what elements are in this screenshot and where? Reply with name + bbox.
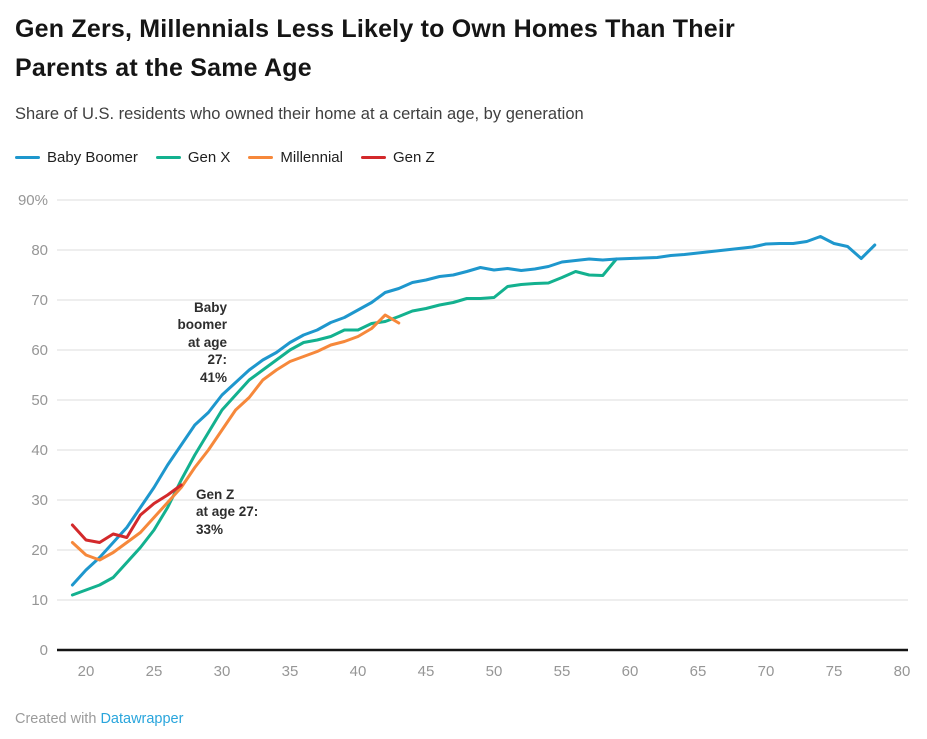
datawrapper-link[interactable]: Datawrapper bbox=[100, 711, 184, 727]
svg-text:60: 60 bbox=[622, 663, 639, 680]
svg-text:20: 20 bbox=[31, 542, 48, 559]
legend: Baby Boomer Gen X Millennial Gen Z bbox=[15, 149, 435, 166]
attribution: Created with Datawrapper bbox=[15, 711, 183, 727]
legend-label: Gen X bbox=[187, 149, 231, 166]
svg-text:45: 45 bbox=[418, 663, 435, 680]
legend-item-millennial: Millennial bbox=[248, 149, 343, 166]
legend-label: Gen Z bbox=[392, 149, 435, 166]
legend-item-gen-z: Gen Z bbox=[360, 149, 435, 166]
svg-text:10: 10 bbox=[31, 592, 48, 609]
svg-text:30: 30 bbox=[31, 492, 48, 509]
svg-text:20: 20 bbox=[78, 663, 95, 680]
page-title: Gen Zers, Millennials Less Likely to Own… bbox=[15, 15, 735, 82]
svg-text:80: 80 bbox=[31, 242, 48, 259]
attribution-prefix: Created with bbox=[15, 711, 101, 727]
svg-text:35: 35 bbox=[282, 663, 299, 680]
annotation-baby-boomer-27: Baby boomer at age 27: 41% bbox=[177, 300, 227, 385]
svg-text:60: 60 bbox=[31, 342, 48, 359]
legend-item-baby-boomer: Baby Boomer bbox=[15, 149, 138, 166]
svg-text:80: 80 bbox=[894, 663, 911, 680]
svg-text:55: 55 bbox=[554, 663, 571, 680]
millennial-line-swatch-icon bbox=[248, 155, 274, 160]
gen-z-line-swatch-icon bbox=[360, 155, 386, 160]
svg-text:90%: 90% bbox=[18, 192, 48, 209]
svg-text:40: 40 bbox=[31, 442, 48, 459]
svg-text:70: 70 bbox=[758, 663, 775, 680]
svg-text:50: 50 bbox=[486, 663, 503, 680]
svg-text:70: 70 bbox=[31, 292, 48, 309]
svg-text:0: 0 bbox=[40, 642, 48, 659]
baby-boomer-line-swatch-icon bbox=[15, 155, 40, 160]
legend-label: Baby Boomer bbox=[47, 149, 138, 166]
svg-text:30: 30 bbox=[214, 663, 231, 680]
svg-text:40: 40 bbox=[350, 663, 367, 680]
svg-text:65: 65 bbox=[690, 663, 707, 680]
svg-text:75: 75 bbox=[826, 663, 843, 680]
svg-text:25: 25 bbox=[146, 663, 163, 680]
svg-text:50: 50 bbox=[31, 392, 48, 409]
gen-x-line-swatch-icon bbox=[155, 155, 181, 160]
chart-subtitle: Share of U.S. residents who owned their … bbox=[15, 105, 584, 123]
legend-label: Millennial bbox=[280, 149, 343, 166]
annotation-gen-z-27: Gen Z at age 27: 33% bbox=[196, 487, 259, 537]
legend-item-gen-x: Gen X bbox=[155, 149, 231, 166]
